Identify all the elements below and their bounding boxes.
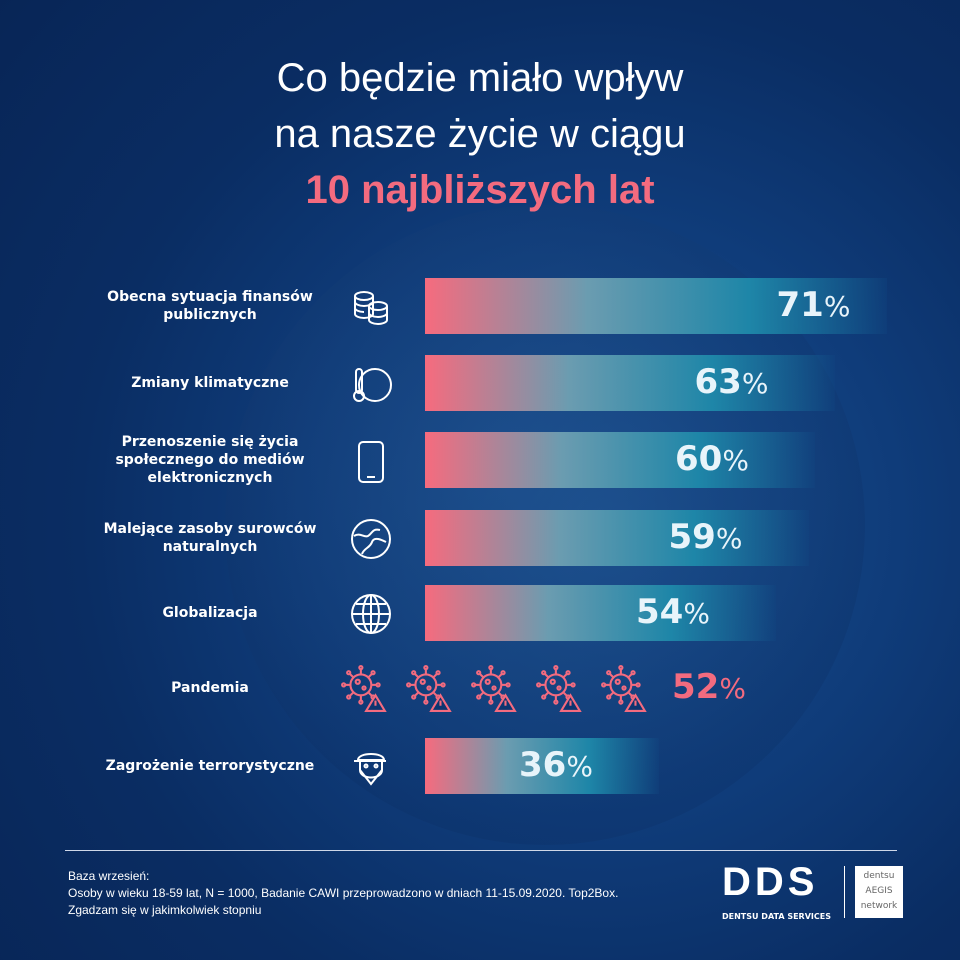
value-unit: % bbox=[715, 522, 743, 555]
value-number: 63 bbox=[694, 362, 742, 402]
value-number: 36 bbox=[519, 745, 567, 785]
value-number: 60 bbox=[675, 439, 723, 479]
value-label: 60% bbox=[675, 439, 749, 481]
category-label: Zmiany klimatyczne bbox=[131, 375, 289, 391]
earth-icon bbox=[351, 519, 391, 559]
chart-row: Globalizacja 54% bbox=[0, 585, 960, 641]
virus-warning-icon bbox=[406, 665, 452, 712]
category-label: Malejące zasoby surowców naturalnych bbox=[103, 521, 317, 555]
bar bbox=[425, 355, 835, 411]
title-line-1: Co będzie miało wpływ bbox=[276, 56, 684, 100]
divider bbox=[65, 850, 897, 851]
virus-warning-icon bbox=[341, 665, 387, 712]
value-unit: % bbox=[719, 672, 746, 705]
bar bbox=[425, 432, 815, 488]
chart-row: Obecna sytuacja finansów publicznych 71% bbox=[0, 278, 960, 334]
chart-row: Przenoszenie się życia społecznego do me… bbox=[0, 432, 960, 488]
title-line-2: na nasze życie w ciągu bbox=[274, 112, 686, 156]
value-number: 59 bbox=[668, 517, 716, 557]
chart-row: Malejące zasoby surowców naturalnych 59% bbox=[0, 510, 960, 566]
page-title: Co będzie miało wpływ na nasze życie w c… bbox=[0, 50, 960, 218]
title-highlight: 10 najbliższych lat bbox=[305, 168, 655, 212]
coins-icon bbox=[354, 291, 388, 326]
virus-warning-icon bbox=[601, 665, 647, 712]
globe-grid-icon bbox=[351, 594, 391, 634]
value-number: 54 bbox=[636, 592, 684, 632]
chart-row: Zmiany klimatyczne 63% bbox=[0, 355, 960, 411]
bar bbox=[425, 585, 776, 641]
category-label: Obecna sytuacja finansów publicznych bbox=[107, 289, 313, 323]
category-label: Pandemia bbox=[171, 680, 249, 696]
value-label: 59% bbox=[669, 517, 743, 559]
category-label: Przenoszenie się życia społecznego do me… bbox=[115, 434, 305, 486]
category-label: Zagrożenie terrorystyczne bbox=[105, 758, 315, 774]
value-number: 52 bbox=[672, 667, 720, 707]
dds-logo-subtitle: DENTSU DATA SERVICES bbox=[722, 912, 831, 921]
bar bbox=[425, 278, 887, 334]
footnote-line: Zgadzam się w jakimkolwiek stopniu bbox=[68, 903, 262, 917]
value-label: 71% bbox=[777, 285, 851, 327]
logo-text: network bbox=[860, 901, 898, 911]
footnote: Baza wrzesień: Osoby w wieku 18-59 lat, … bbox=[68, 868, 708, 919]
value-unit: % bbox=[722, 444, 749, 477]
value-label: 54% bbox=[636, 592, 710, 634]
thermometer-globe-icon bbox=[353, 368, 392, 402]
smartphone-icon bbox=[358, 441, 384, 483]
divider bbox=[844, 866, 845, 918]
dds-logo: DDS bbox=[722, 860, 819, 904]
virus-warning-icon bbox=[471, 665, 517, 712]
logo-text: dentsu bbox=[863, 871, 895, 881]
chart-row: Pandemia 52% bbox=[0, 660, 960, 716]
value-unit: % bbox=[566, 750, 593, 783]
chart-row: Zagrożenie terrorystyczne 36% bbox=[0, 738, 960, 794]
virus-warning-icon bbox=[536, 665, 582, 712]
bar bbox=[425, 738, 659, 794]
category-label: Globalizacja bbox=[162, 605, 258, 621]
value-unit: % bbox=[741, 367, 769, 400]
terrorist-mask-icon bbox=[354, 753, 386, 786]
value-unit: % bbox=[683, 597, 710, 630]
value-unit: % bbox=[823, 290, 851, 323]
value-label: 52% bbox=[672, 667, 746, 709]
dentsu-aegis-logo: dentsu AEGIS network bbox=[855, 866, 903, 918]
footnote-line: Osoby w wieku 18-59 lat, N = 1000, Badan… bbox=[68, 886, 619, 900]
footnote-line: Baza wrzesień: bbox=[68, 869, 150, 883]
value-label: 36% bbox=[519, 745, 593, 787]
value-number: 71 bbox=[776, 285, 824, 325]
value-label: 63% bbox=[695, 362, 769, 404]
bar bbox=[425, 510, 809, 566]
logo-text: AEGIS bbox=[865, 886, 893, 896]
